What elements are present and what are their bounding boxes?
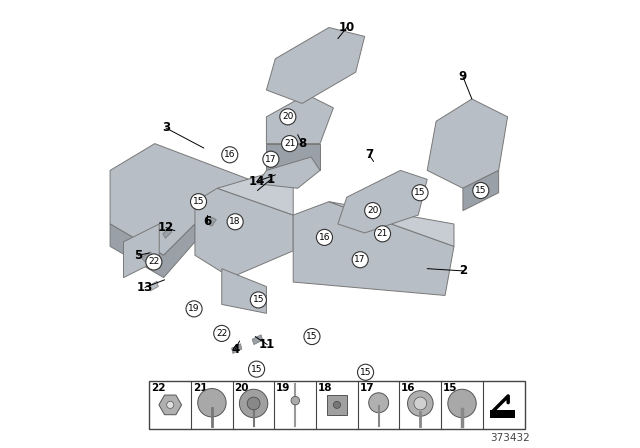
Text: 22: 22 [151, 383, 166, 393]
Polygon shape [221, 269, 266, 313]
Text: 9: 9 [459, 70, 467, 83]
FancyBboxPatch shape [327, 395, 347, 415]
Polygon shape [266, 95, 333, 144]
Circle shape [214, 325, 230, 341]
Circle shape [408, 391, 433, 416]
Circle shape [316, 229, 333, 246]
Circle shape [473, 182, 489, 198]
Text: 15: 15 [306, 332, 317, 341]
Text: 20: 20 [367, 206, 378, 215]
Text: 22: 22 [148, 258, 159, 267]
Circle shape [263, 151, 279, 167]
Polygon shape [427, 99, 508, 188]
Polygon shape [252, 335, 263, 345]
Text: 15: 15 [360, 368, 371, 377]
Text: 1: 1 [267, 173, 275, 186]
Text: 16: 16 [401, 383, 416, 393]
Text: 18: 18 [229, 217, 241, 226]
Text: 6: 6 [204, 215, 212, 228]
Text: 11: 11 [259, 338, 275, 351]
Circle shape [221, 147, 238, 163]
Polygon shape [329, 202, 454, 246]
Polygon shape [159, 395, 182, 415]
Text: 19: 19 [188, 304, 200, 313]
Polygon shape [195, 188, 293, 278]
Text: 10: 10 [339, 21, 355, 34]
Polygon shape [207, 217, 216, 226]
Circle shape [250, 292, 266, 308]
Text: 18: 18 [318, 383, 332, 393]
Text: 19: 19 [276, 383, 291, 393]
Polygon shape [124, 224, 159, 278]
Text: 17: 17 [355, 255, 366, 264]
Circle shape [412, 185, 428, 201]
Text: 8: 8 [298, 137, 307, 150]
Circle shape [282, 136, 298, 152]
Text: 2: 2 [459, 264, 467, 277]
Circle shape [186, 301, 202, 317]
Text: 21: 21 [377, 229, 388, 238]
Text: 21: 21 [284, 139, 295, 148]
Circle shape [414, 397, 427, 410]
Polygon shape [463, 170, 499, 211]
Circle shape [352, 252, 368, 268]
Circle shape [448, 389, 476, 418]
Text: 3: 3 [162, 121, 170, 134]
FancyBboxPatch shape [490, 410, 515, 418]
Text: 14: 14 [248, 175, 265, 188]
Text: 13: 13 [137, 281, 153, 294]
Circle shape [227, 214, 243, 230]
Circle shape [369, 393, 388, 413]
Polygon shape [232, 344, 242, 353]
Circle shape [239, 389, 268, 418]
Polygon shape [266, 27, 365, 103]
Text: 17: 17 [360, 383, 374, 393]
Text: 5: 5 [134, 249, 142, 262]
Text: 12: 12 [158, 221, 174, 234]
Text: 4: 4 [231, 343, 239, 356]
Circle shape [280, 109, 296, 125]
Circle shape [166, 401, 174, 409]
Text: 7: 7 [365, 148, 373, 161]
Text: 15: 15 [414, 188, 426, 197]
Circle shape [198, 388, 226, 417]
Polygon shape [163, 228, 172, 238]
Text: 17: 17 [265, 155, 276, 164]
Text: 16: 16 [319, 233, 330, 242]
Text: 16: 16 [224, 150, 236, 159]
Text: 15: 15 [443, 383, 458, 393]
Circle shape [358, 364, 374, 380]
Circle shape [247, 397, 260, 410]
Polygon shape [266, 144, 320, 170]
Text: 15: 15 [253, 295, 264, 305]
Polygon shape [257, 157, 320, 188]
Text: 15: 15 [251, 365, 262, 374]
Circle shape [333, 401, 340, 409]
Text: 15: 15 [475, 186, 486, 195]
Text: 15: 15 [193, 197, 204, 206]
Text: 20: 20 [282, 112, 294, 121]
Polygon shape [110, 144, 284, 255]
Polygon shape [141, 252, 154, 262]
Circle shape [291, 396, 300, 405]
Text: 373432: 373432 [490, 433, 530, 443]
Text: 21: 21 [193, 383, 207, 393]
Circle shape [191, 194, 207, 210]
Circle shape [304, 328, 320, 345]
Polygon shape [110, 224, 195, 278]
Text: 20: 20 [234, 383, 249, 393]
Polygon shape [293, 202, 454, 296]
Circle shape [248, 361, 264, 377]
FancyBboxPatch shape [149, 381, 525, 429]
Text: 22: 22 [216, 329, 227, 338]
Circle shape [146, 254, 162, 270]
Polygon shape [217, 166, 293, 215]
Circle shape [374, 226, 390, 242]
Polygon shape [149, 281, 158, 291]
Circle shape [365, 202, 381, 219]
Polygon shape [338, 170, 427, 233]
